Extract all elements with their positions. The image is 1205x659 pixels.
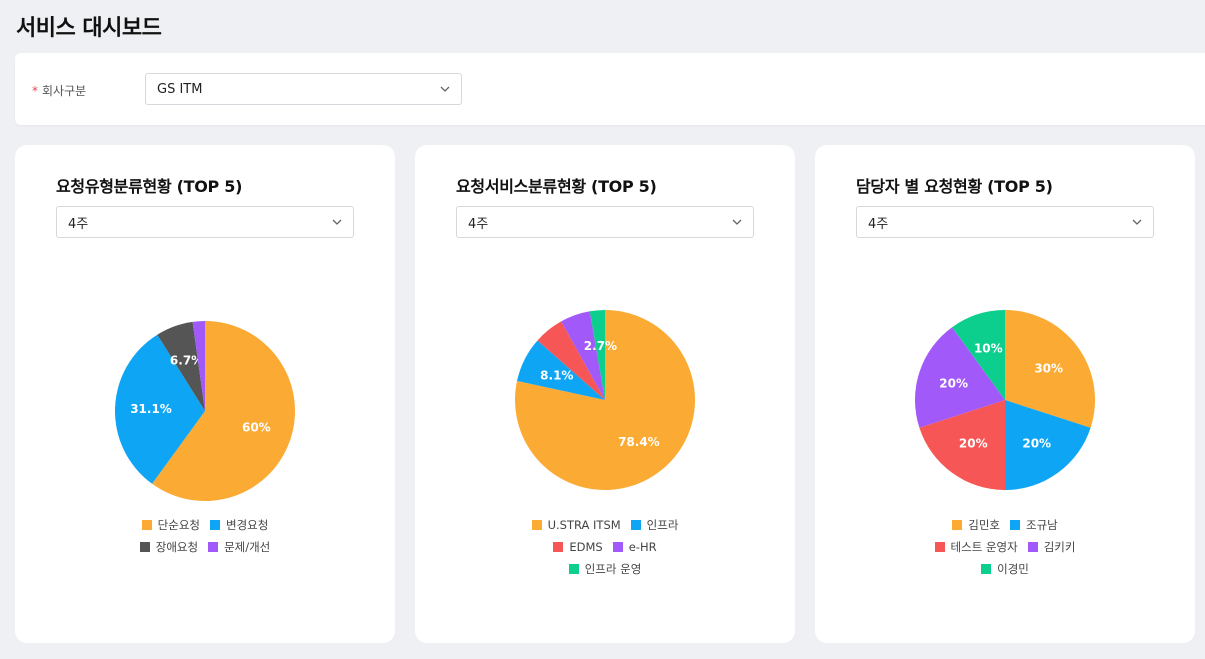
chevron-down-icon — [732, 219, 742, 225]
legend-swatch — [952, 520, 963, 530]
legend-label: 조규남 — [1026, 518, 1058, 532]
pie-slice[interactable] — [157, 321, 205, 411]
pie-slice-label: 20% — [1022, 437, 1051, 451]
legend-label: 이경민 — [997, 562, 1029, 576]
legend-swatch — [934, 542, 945, 552]
pie-slice-label: 6.7% — [170, 353, 203, 367]
legend-label: EDMS — [569, 540, 603, 554]
legend-label: 인프라 — [646, 518, 679, 532]
period-select-value: 4주 — [68, 216, 89, 232]
legend-swatch — [531, 520, 542, 530]
legend-item[interactable]: 조규남 — [1010, 518, 1058, 532]
legend-label: 테스트 운영자 — [950, 540, 1018, 554]
pie-chart: 60% 31.1% 6.7% — [115, 321, 295, 501]
legend-label: 변경요청 — [226, 518, 269, 532]
pie-chart: 30% 20% 20% 20% 10% — [915, 310, 1095, 490]
period-select-value: 4주 — [468, 216, 489, 232]
legend-label: U.STRA ITSM — [547, 518, 621, 532]
legend-item[interactable]: U.STRA ITSM — [531, 518, 621, 532]
chart-card-title: 담당자 별 요청현황 (TOP 5) — [856, 177, 1053, 196]
pie-slice[interactable] — [589, 310, 605, 400]
filter-bar: * 회사구분 GS ITM — [15, 53, 1205, 125]
period-select-value: 4주 — [868, 216, 889, 232]
chevron-down-icon — [332, 219, 342, 225]
legend-item[interactable]: 문제/개선 — [208, 540, 270, 554]
chart-card: 요청서비스분류현황 (TOP 5) 4주 78.4% 8.1% 2.7% U.STRA I… — [415, 145, 795, 643]
legend-swatch — [210, 520, 220, 530]
pie-slice-label: 78.4% — [618, 435, 660, 449]
legend-item[interactable]: 인프라 운영 — [568, 562, 642, 576]
pie-slice[interactable] — [517, 340, 605, 400]
legend-swatch — [568, 564, 579, 574]
legend-label: 김키키 — [1043, 540, 1076, 554]
pie-slice[interactable] — [1005, 310, 1095, 428]
legend-label: e-HR — [628, 540, 657, 554]
legend-swatch — [612, 542, 623, 552]
pie-slice[interactable] — [915, 327, 1005, 428]
legend-item[interactable]: 장애요청 — [139, 540, 199, 554]
pie-chart: 78.4% 8.1% 2.7% — [515, 310, 695, 490]
legend-item[interactable]: 테스트 운영자 — [934, 540, 1018, 554]
legend-label: 인프라 운영 — [584, 562, 642, 576]
company-filter-label-text: 회사구분 — [42, 84, 87, 98]
legend-item[interactable]: 김민호 — [952, 518, 1000, 532]
legend-swatch — [139, 542, 150, 552]
legend-swatch — [141, 520, 152, 530]
pie-slice[interactable] — [952, 310, 1005, 400]
chevron-down-icon — [440, 86, 450, 92]
chevron-down-icon — [1132, 219, 1142, 225]
chart-card-title: 요청서비스분류현황 (TOP 5) — [456, 177, 657, 196]
legend-item[interactable]: 단순요청 — [141, 518, 200, 532]
page-title: 서비스 대시보드 — [16, 16, 162, 41]
legend-label: 문제/개선 — [224, 540, 271, 554]
pie-slice[interactable] — [537, 321, 605, 400]
legend-swatch — [1010, 520, 1020, 530]
company-filter-label: * 회사구분 — [32, 82, 86, 99]
pie-slice[interactable] — [152, 321, 295, 501]
pie-slice[interactable] — [561, 311, 605, 400]
legend-label: 단순요청 — [157, 518, 200, 532]
pie-slice-label: 20% — [939, 376, 968, 390]
company-select[interactable]: GS ITM — [145, 73, 462, 105]
legend-label: 장애요청 — [155, 540, 199, 554]
pie-slice-label: 31.1% — [130, 402, 172, 416]
legend-swatch — [208, 542, 219, 552]
pie-slice-label: 30% — [1034, 361, 1063, 375]
period-select[interactable]: 4주 — [456, 206, 754, 238]
pie-slice-label: 2.7% — [584, 339, 617, 353]
chart-legend: U.STRA ITSM 인프라 EDMS e-HR 인프라 운영 — [415, 518, 795, 584]
pie-slice-label: 10% — [974, 342, 1003, 356]
chart-card-title: 요청유형분류현황 (TOP 5) — [56, 177, 243, 196]
period-select[interactable]: 4주 — [856, 206, 1154, 238]
pie-slice-label: 20% — [959, 437, 988, 451]
pie-slice-label: 60% — [242, 421, 271, 435]
legend-item[interactable]: 인프라 — [630, 518, 679, 532]
legend-item[interactable]: 이경민 — [981, 562, 1029, 576]
pie-slice-label: 8.1% — [540, 369, 573, 383]
legend-item[interactable]: 변경요청 — [210, 518, 268, 532]
chart-card: 담당자 별 요청현황 (TOP 5) 4주 30% 20% 20% 20% 10% 김민호 조규… — [815, 145, 1195, 643]
pie-slice[interactable] — [1005, 400, 1091, 490]
legend-item[interactable]: e-HR — [612, 540, 657, 554]
company-select-value: GS ITM — [157, 81, 203, 97]
legend-swatch — [981, 564, 992, 574]
legend-item[interactable]: EDMS — [553, 540, 603, 554]
pie-slice[interactable] — [919, 400, 1005, 490]
legend-swatch — [1027, 542, 1038, 552]
pie-slice[interactable] — [192, 321, 205, 411]
pie-slice[interactable] — [115, 334, 205, 484]
required-mark: * — [32, 84, 38, 98]
period-select[interactable]: 4주 — [56, 206, 354, 238]
legend-swatch — [630, 520, 641, 530]
legend-item[interactable]: 김키키 — [1027, 540, 1076, 554]
legend-label: 김민호 — [968, 518, 1000, 532]
legend-swatch — [553, 542, 564, 552]
